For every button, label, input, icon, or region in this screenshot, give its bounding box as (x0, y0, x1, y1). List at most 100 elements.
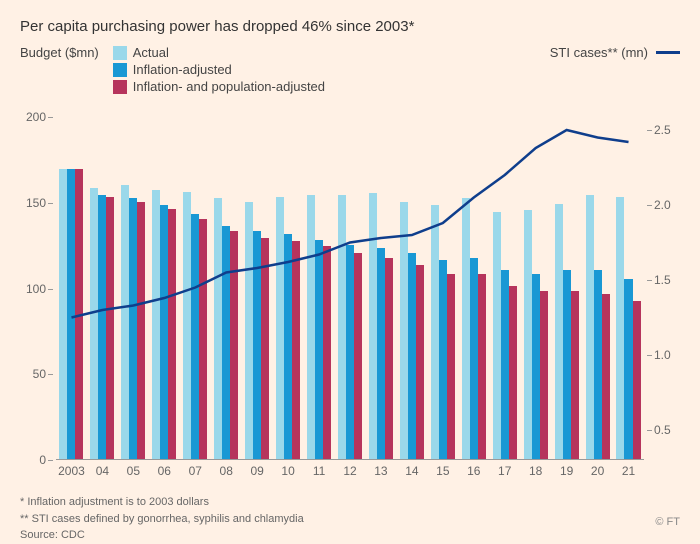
x-tick-label: 11 (313, 464, 325, 478)
x-tick-label: 06 (158, 464, 171, 478)
year-group (400, 202, 424, 459)
bar-actual (555, 204, 563, 459)
x-tick-label: 20 (591, 464, 604, 478)
swatch-infl (113, 63, 127, 77)
bar-pop (292, 241, 300, 459)
bar-pop (447, 274, 455, 459)
year-group (276, 197, 300, 459)
bar-actual (338, 195, 346, 459)
x-tick-label: 05 (127, 464, 140, 478)
bar-actual (245, 202, 253, 459)
line-swatch (656, 51, 680, 54)
legend-item-actual: Actual (113, 45, 325, 60)
year-group (462, 198, 486, 459)
y-right-tick-label: 1.5 (654, 273, 671, 287)
y-left-tick-label: 50 (33, 367, 46, 381)
legend-item-pop: Inflation- and population-adjusted (113, 79, 325, 94)
bar-pop (261, 238, 269, 459)
bar-infl (470, 258, 478, 459)
x-tick-label: 10 (281, 464, 294, 478)
bar-infl (594, 270, 602, 459)
legend-label-actual: Actual (133, 45, 169, 60)
y-axis-right-label: STI cases** (mn) (550, 45, 648, 60)
year-group (493, 212, 517, 459)
x-tick-label: 18 (529, 464, 542, 478)
year-group (59, 169, 83, 459)
y-right-tick-label: 2.0 (654, 198, 671, 212)
bar-actual (276, 197, 284, 459)
bar-actual (524, 210, 532, 459)
y-right-tick-label: 0.5 (654, 423, 671, 437)
bar-infl (253, 231, 261, 459)
x-tick-label: 19 (560, 464, 573, 478)
copyright: © FT (655, 516, 680, 528)
bar-infl (191, 214, 199, 459)
year-group (555, 204, 579, 459)
bars-area (56, 100, 644, 460)
bar-pop (354, 253, 362, 459)
bar-infl (408, 253, 416, 459)
bar-actual (369, 193, 377, 459)
bar-infl (315, 240, 323, 459)
bar-pop (602, 294, 610, 459)
x-axis-labels: 2003040506070809101112131415161718192021 (56, 460, 644, 480)
bar-pop (199, 219, 207, 459)
bar-infl (67, 169, 75, 459)
x-tick-label: 21 (622, 464, 635, 478)
footnote-1: * Inflation adjustment is to 2003 dollar… (20, 494, 680, 511)
y-left-tick-label: 150 (26, 196, 46, 210)
legend-label-pop: Inflation- and population-adjusted (133, 79, 325, 94)
bar-actual (616, 197, 624, 459)
bar-pop (416, 265, 424, 459)
plot-area: 050100150200 0.51.01.52.02.5 (56, 100, 644, 460)
bar-infl (222, 226, 230, 459)
bar-actual (493, 212, 501, 459)
year-group (524, 210, 548, 459)
bar-infl (563, 270, 571, 459)
footnote-2: ** STI cases defined by gonorrhea, syphi… (20, 511, 680, 528)
x-tick-label: 07 (189, 464, 202, 478)
footnotes: * Inflation adjustment is to 2003 dollar… (20, 494, 680, 544)
bar-pop (633, 301, 641, 459)
x-tick-label: 14 (405, 464, 418, 478)
bar-actual (183, 192, 191, 459)
bar-pop (323, 246, 331, 459)
bar-actual (152, 190, 160, 459)
bar-actual (431, 205, 439, 459)
x-tick-label: 13 (374, 464, 387, 478)
bar-infl (284, 234, 292, 459)
year-group (90, 188, 114, 459)
bar-actual (400, 202, 408, 459)
legend-label-infl: Inflation-adjusted (133, 62, 232, 77)
y-axis-left-label: Budget ($mn) (20, 45, 99, 60)
bar-infl (160, 205, 168, 459)
bar-actual (462, 198, 470, 459)
year-group (245, 202, 269, 459)
bar-pop (385, 258, 393, 459)
y-right-tick-label: 1.0 (654, 348, 671, 362)
year-group (214, 198, 238, 459)
year-group (616, 197, 640, 459)
x-tick-label: 04 (96, 464, 109, 478)
x-tick-label: 2003 (58, 464, 85, 478)
x-tick-label: 15 (436, 464, 449, 478)
year-group (338, 195, 362, 459)
y-left-tick-label: 200 (26, 110, 46, 124)
year-group (431, 205, 455, 459)
bar-actual (307, 195, 315, 459)
bar-pop (75, 169, 83, 459)
bar-infl (98, 195, 106, 459)
legend-item-infl: Inflation-adjusted (113, 62, 325, 77)
header-row: Budget ($mn) Actual Inflation-adjusted I… (20, 45, 680, 94)
bar-infl (346, 245, 354, 459)
right-header: STI cases** (mn) (550, 45, 680, 60)
bar-pop (509, 286, 517, 459)
y-axis-right: 0.51.01.52.02.5 (650, 100, 680, 460)
bar-pop (137, 202, 145, 459)
x-tick-label: 09 (250, 464, 263, 478)
bar-pop (478, 274, 486, 459)
bar-infl (377, 248, 385, 459)
bar-pop (168, 209, 176, 459)
bar-actual (59, 169, 67, 459)
bar-infl (129, 198, 137, 459)
